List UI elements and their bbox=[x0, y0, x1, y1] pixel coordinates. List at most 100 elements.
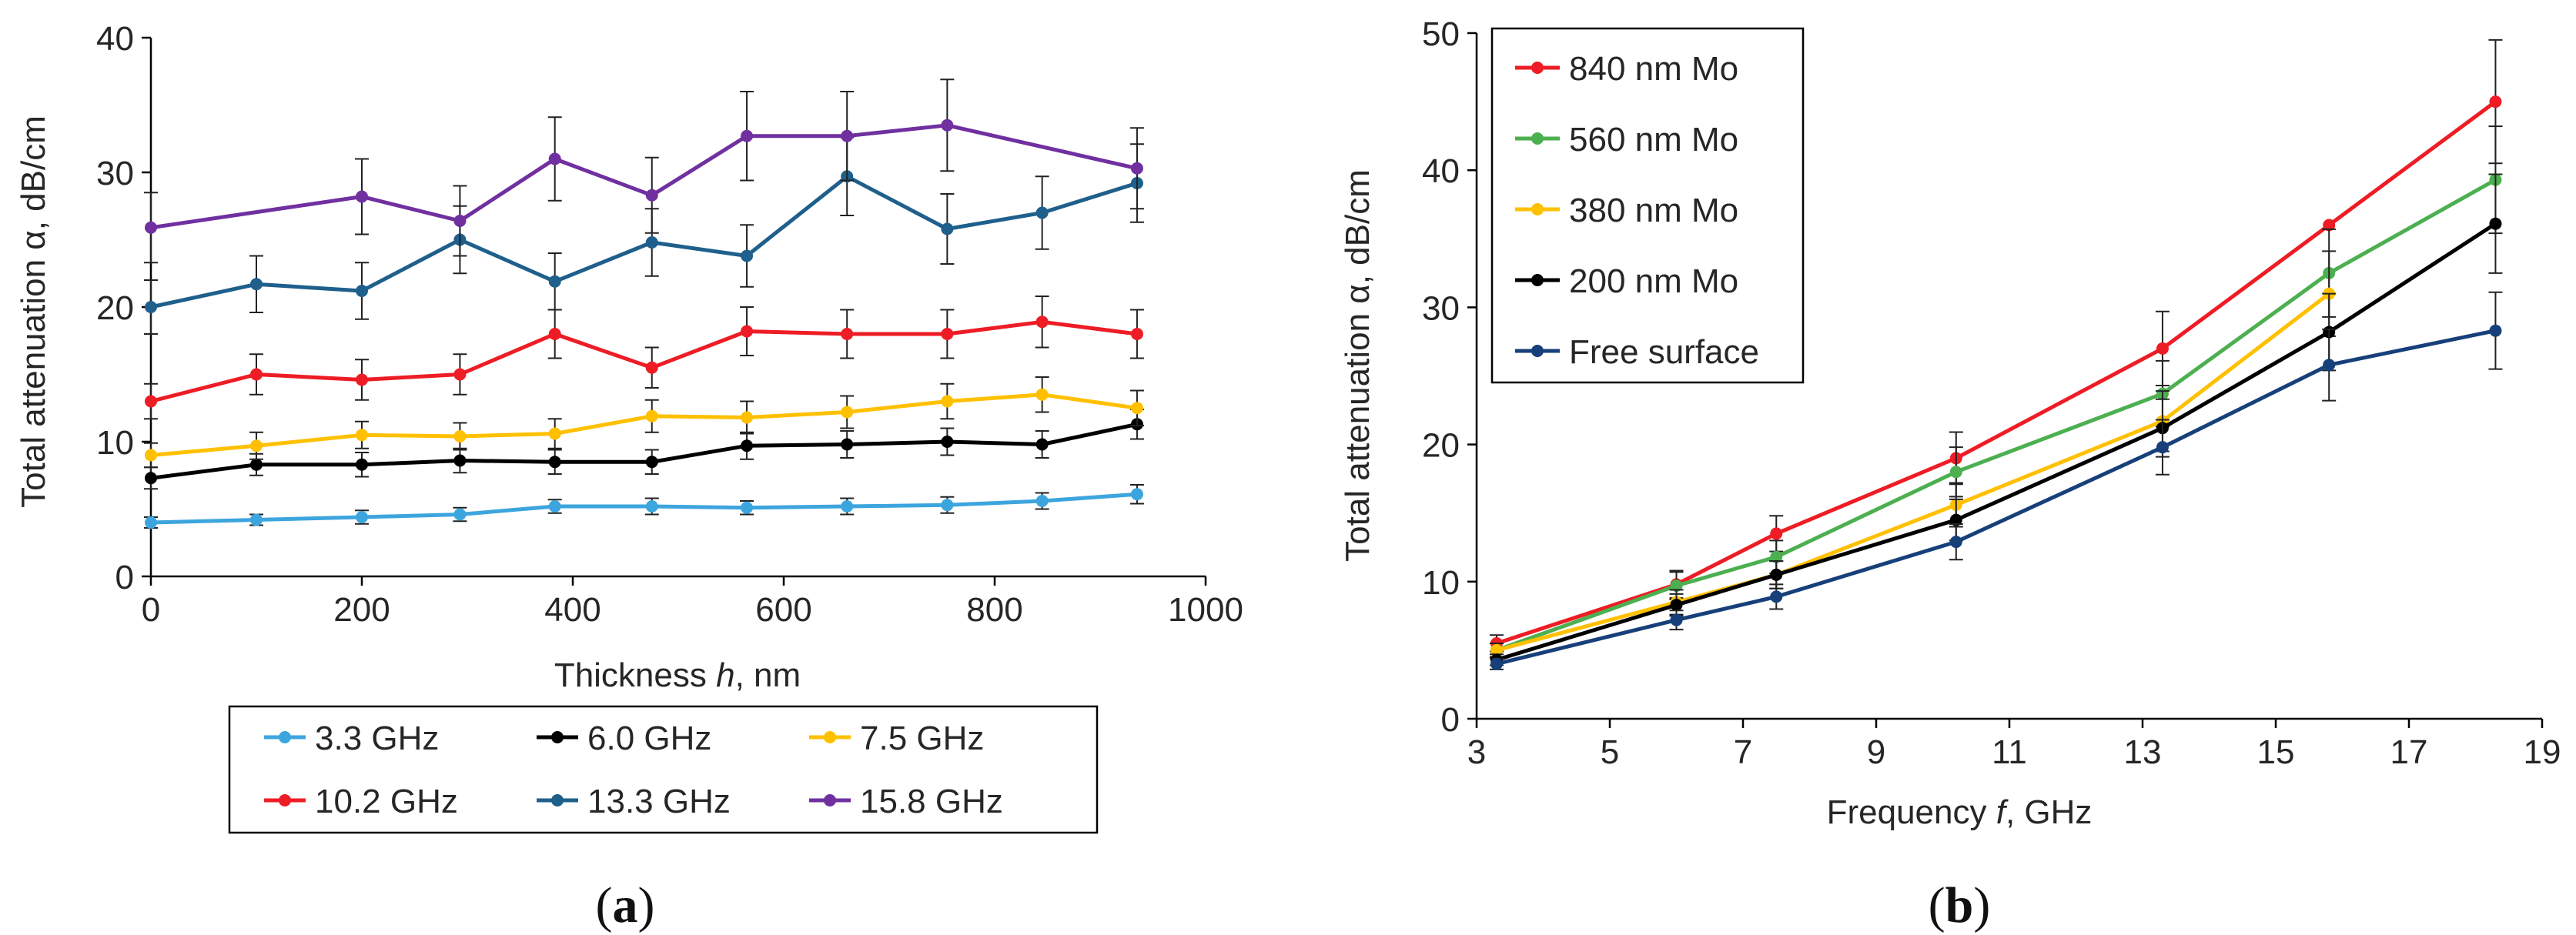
data-point bbox=[741, 325, 754, 338]
data-point bbox=[250, 368, 263, 381]
data-point bbox=[941, 499, 954, 512]
data-point bbox=[250, 439, 263, 452]
legend-marker bbox=[1531, 203, 1544, 215]
data-point bbox=[841, 406, 854, 419]
data-point bbox=[941, 328, 954, 340]
data-point bbox=[841, 438, 854, 451]
data-point bbox=[145, 395, 157, 408]
series-line bbox=[150, 174, 1138, 309]
legend-label: 15.8 GHz bbox=[860, 783, 1003, 820]
y-tick-label: 10 bbox=[1422, 564, 1460, 602]
panel-a-series bbox=[144, 78, 1144, 529]
panel-a-label: (a) bbox=[596, 877, 655, 933]
legend-marker bbox=[551, 731, 564, 743]
data-point bbox=[941, 395, 954, 408]
legend-label: 6.0 GHz bbox=[587, 720, 711, 757]
legend-label: 380 nm Mo bbox=[1569, 192, 1738, 229]
legend-label: 560 nm Mo bbox=[1569, 121, 1738, 159]
data-point bbox=[548, 152, 561, 165]
data-point bbox=[645, 361, 658, 374]
legend-marker bbox=[1531, 62, 1544, 74]
data-point bbox=[548, 328, 561, 340]
x-tick-label: 800 bbox=[966, 591, 1022, 629]
data-point bbox=[1670, 599, 1683, 612]
data-point bbox=[356, 373, 368, 386]
y-tick-label: 20 bbox=[1422, 427, 1460, 465]
legend-marker bbox=[1531, 345, 1544, 357]
data-point bbox=[645, 456, 658, 469]
panel-a-x-axis-label: Thickness h, nm bbox=[554, 656, 801, 694]
series-15-8-ghz bbox=[144, 78, 1144, 264]
x-tick-label: 15 bbox=[2257, 733, 2295, 771]
x-tick-label: 600 bbox=[755, 591, 811, 629]
data-point bbox=[453, 454, 467, 467]
y-tick-label: 30 bbox=[1422, 289, 1460, 327]
panel-b-legend: 840 nm Mo 560 nm Mo 380 nm Mo 200 nm Mo Free… bbox=[1490, 27, 1805, 384]
series-3-3-ghz bbox=[144, 484, 1144, 529]
x-tick-label: 1000 bbox=[1168, 591, 1243, 629]
data-point bbox=[941, 222, 954, 235]
x-tick-label: 13 bbox=[2124, 733, 2162, 771]
data-point bbox=[1949, 513, 1962, 526]
data-point bbox=[941, 119, 954, 132]
series-line bbox=[150, 319, 1138, 403]
legend-marker bbox=[1531, 274, 1544, 286]
series-line bbox=[150, 422, 1138, 480]
data-point bbox=[356, 458, 368, 471]
legend-marker bbox=[279, 794, 291, 806]
data-point bbox=[741, 411, 754, 424]
data-point bbox=[1130, 402, 1143, 415]
y-tick-label: 40 bbox=[1422, 152, 1460, 190]
data-point bbox=[1670, 613, 1683, 626]
data-point bbox=[645, 236, 658, 249]
data-point bbox=[1770, 550, 1783, 563]
data-point bbox=[1130, 162, 1143, 175]
data-point bbox=[1130, 328, 1143, 340]
data-point bbox=[356, 285, 368, 297]
data-point bbox=[356, 511, 368, 523]
x-tick-label: 200 bbox=[333, 591, 390, 629]
panel-a-y-axis-label: Total attenuation α, dB/cm bbox=[15, 115, 52, 508]
x-tick-label: 9 bbox=[1867, 733, 1885, 771]
data-point bbox=[145, 449, 157, 462]
data-point bbox=[548, 456, 561, 469]
data-point bbox=[1035, 495, 1049, 507]
y-tick-label: 10 bbox=[96, 424, 134, 462]
x-tick-label: 11 bbox=[1992, 733, 2027, 771]
legend-marker bbox=[824, 794, 836, 806]
panel-b-y-axis-label: Total attenuation α, dB/cm bbox=[1339, 169, 1377, 562]
panel-a-legend: 3.3 GHz 6.0 GHz 7.5 GHz 10.2 GHz 13.3 GHz 15.… bbox=[228, 705, 1099, 834]
panel-b-legend-box bbox=[1490, 27, 1805, 384]
data-point bbox=[1770, 568, 1783, 581]
data-point bbox=[548, 427, 561, 440]
panel-b-x-axis-label: Frequency f, GHz bbox=[1827, 793, 2093, 831]
y-tick-label: 30 bbox=[96, 155, 134, 192]
x-tick-label: 19 bbox=[2524, 733, 2561, 771]
legend-marker bbox=[824, 731, 836, 743]
data-point bbox=[453, 368, 467, 381]
data-point bbox=[741, 249, 754, 262]
data-point bbox=[145, 472, 157, 485]
y-tick-label: 0 bbox=[1441, 701, 1460, 739]
data-point bbox=[2323, 359, 2336, 372]
legend-label: 13.3 GHz bbox=[587, 783, 731, 820]
data-point bbox=[1490, 643, 1503, 656]
x-tick-label: 7 bbox=[1734, 733, 1752, 771]
data-point bbox=[2489, 217, 2502, 230]
data-point bbox=[1035, 316, 1049, 329]
x-tick-label: 3 bbox=[1467, 733, 1486, 771]
legend-marker bbox=[279, 731, 291, 743]
data-point bbox=[1770, 590, 1783, 603]
panel-b-label: (b) bbox=[1929, 877, 1991, 933]
data-point bbox=[1949, 536, 1962, 549]
data-point bbox=[250, 278, 263, 291]
data-point bbox=[1670, 579, 1683, 593]
series-free-surface bbox=[1489, 291, 2503, 670]
data-point bbox=[1130, 488, 1143, 501]
y-tick-label: 40 bbox=[96, 20, 134, 58]
data-point bbox=[250, 513, 263, 526]
x-tick-label: 0 bbox=[142, 591, 160, 629]
data-point bbox=[356, 429, 368, 442]
